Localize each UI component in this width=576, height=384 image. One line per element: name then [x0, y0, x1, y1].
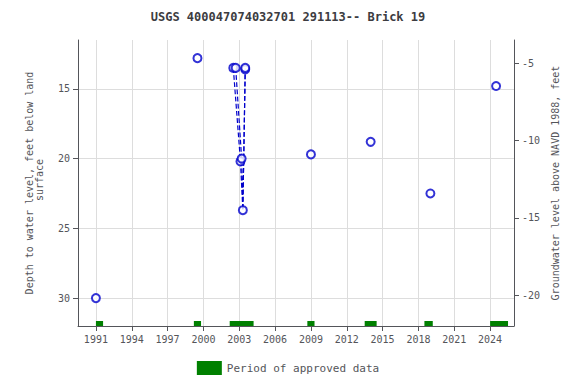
svg-text:-15: -15: [522, 212, 540, 223]
svg-text:surface: surface: [34, 159, 45, 207]
svg-text:20: 20: [58, 153, 70, 164]
svg-text:2009: 2009: [299, 334, 323, 345]
svg-text:2024: 2024: [478, 334, 502, 345]
svg-text:USGS 400047074032701 291113--: USGS 400047074032701 291113-- Brick 19: [151, 10, 426, 24]
svg-text:1997: 1997: [156, 334, 180, 345]
svg-text:2012: 2012: [335, 334, 359, 345]
svg-text:Period of approved data: Period of approved data: [227, 362, 379, 375]
svg-text:-10: -10: [522, 135, 540, 146]
svg-text:Groundwater level above NAVD 1: Groundwater level above NAVD 1988, feet: [550, 66, 561, 301]
svg-text:-20: -20: [522, 290, 540, 301]
svg-text:15: 15: [58, 83, 70, 94]
svg-text:1994: 1994: [120, 334, 144, 345]
svg-text:2003: 2003: [227, 334, 251, 345]
svg-text:2021: 2021: [442, 334, 466, 345]
svg-text:2018: 2018: [406, 334, 430, 345]
svg-text:2000: 2000: [191, 334, 215, 345]
svg-text:25: 25: [58, 223, 70, 234]
svg-text:30: 30: [58, 293, 70, 304]
svg-text:2015: 2015: [371, 334, 395, 345]
svg-text:-5: -5: [522, 58, 534, 69]
svg-text:Depth to water level, feet bel: Depth to water level, feet below land: [23, 71, 35, 295]
svg-text:2006: 2006: [263, 334, 287, 345]
svg-text:1991: 1991: [84, 334, 108, 345]
